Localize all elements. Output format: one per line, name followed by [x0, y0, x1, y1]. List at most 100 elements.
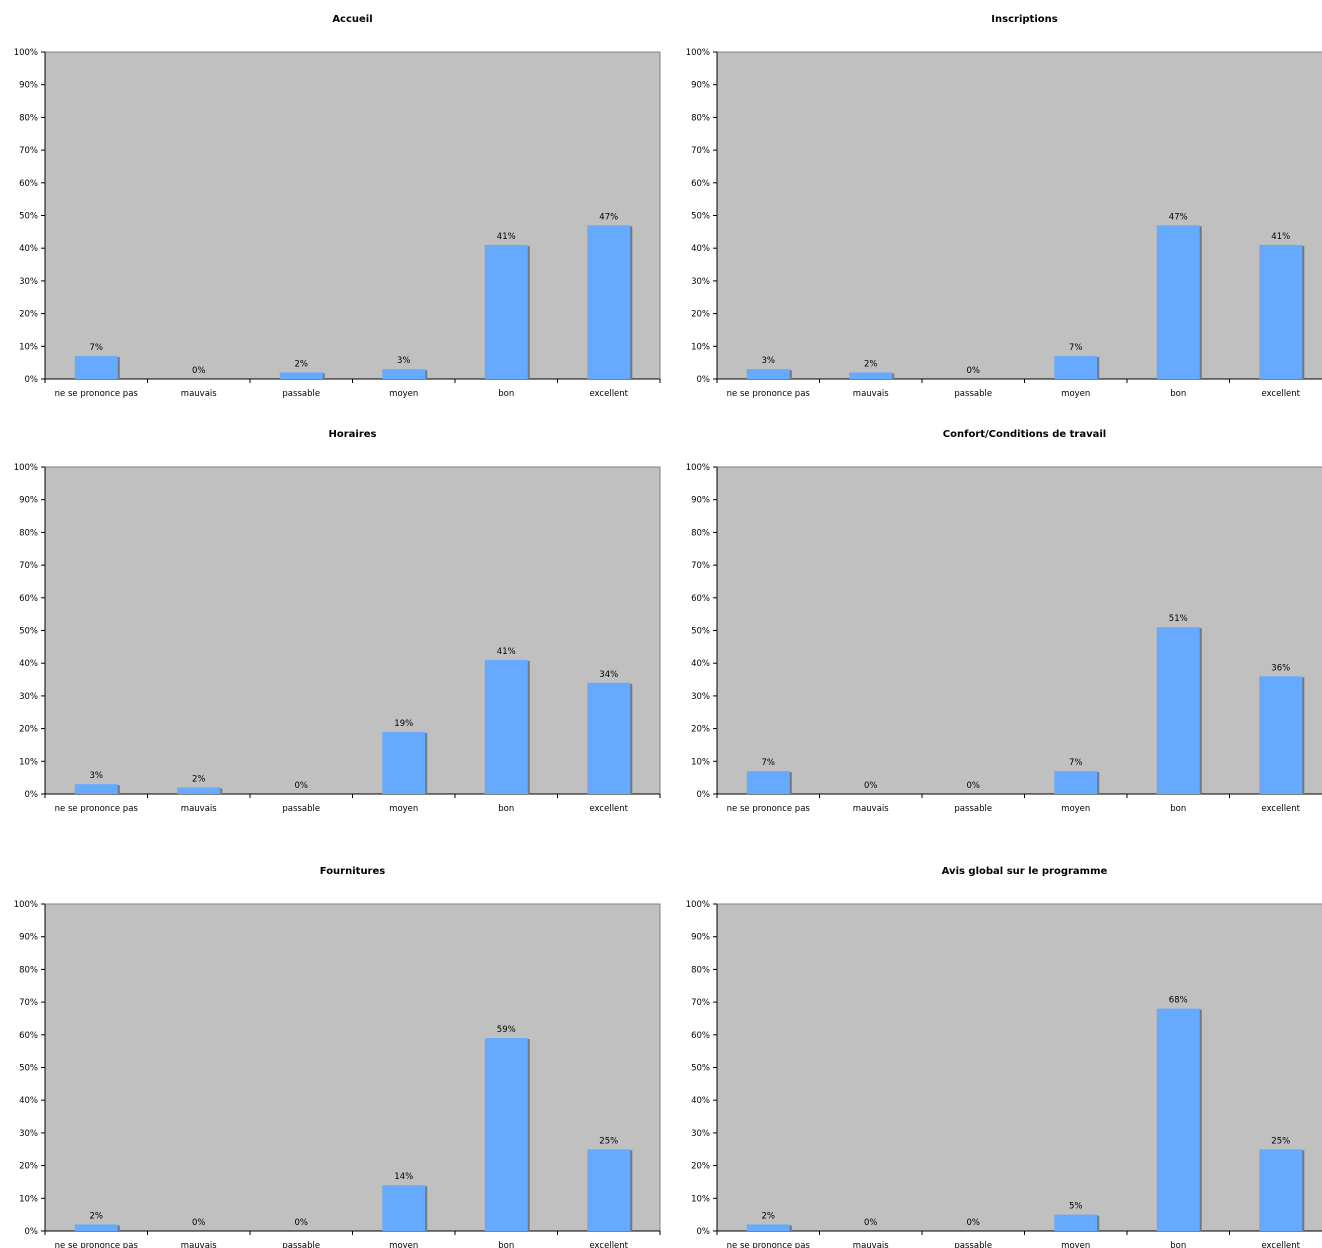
y-tick-label: 10% [691, 1194, 710, 1204]
category-label: moyen [1061, 1241, 1090, 1248]
category-label: passable [954, 804, 992, 814]
category-label: ne se prononce pas [55, 804, 139, 814]
chart-inscriptions: Inscriptions 0% 10% 20% 30% 40% 50% 60% 70% 80% 90… [672, 0, 1322, 405]
y-tick-label: 90% [19, 496, 38, 506]
y-tick-label: 20% [19, 1162, 38, 1172]
y-tick-label: 30% [19, 692, 38, 702]
y-tick-label: 10% [19, 757, 38, 767]
chart-fournitures: Fournitures 0% 10% 20% 30% 40% 50% 60% 70% 80% 90%… [0, 852, 661, 1248]
y-tick-label: 70% [691, 998, 710, 1008]
y-tick-label: 10% [19, 1194, 38, 1204]
data-label: 47% [1169, 212, 1188, 222]
chart-accueil: Accueil 0% 10% 20% 30% 40% 50% 60% 70% 80% 90% 100%… [0, 0, 661, 405]
category-label: moyen [389, 804, 418, 814]
category-label: bon [1170, 389, 1186, 399]
bar [382, 731, 426, 794]
category-label: bon [498, 1241, 514, 1248]
category-label: excellent [589, 389, 628, 399]
bar [1259, 1149, 1303, 1231]
y-tick-label: 50% [691, 1064, 710, 1074]
y-tick-label: 70% [691, 146, 710, 156]
data-label: 0% [192, 1218, 206, 1228]
data-label: 3% [397, 356, 411, 366]
data-label: 7% [1069, 758, 1083, 768]
bar [849, 372, 893, 379]
chart-title: Fournitures [320, 866, 386, 877]
y-tick-label: 0% [25, 375, 39, 385]
data-label: 36% [1271, 663, 1290, 673]
y-tick-label: 40% [691, 1096, 710, 1106]
chart-avis-global: Avis global sur le programme 0% 10% 20% 30% 4… [672, 852, 1322, 1248]
data-label: 7% [762, 758, 776, 768]
bar [587, 225, 631, 379]
y-tick-label: 40% [19, 659, 38, 669]
category-label: moyen [389, 389, 418, 399]
y-tick-label: 50% [19, 212, 38, 222]
y-tick-label: 100% [14, 48, 38, 58]
bar [1156, 1008, 1200, 1231]
y-tick-label: 60% [19, 594, 38, 604]
y-tick-label: 50% [19, 627, 38, 637]
y-tick-label: 0% [697, 790, 711, 800]
data-label: 0% [295, 1218, 309, 1228]
y-tick-label: 0% [697, 375, 711, 385]
bar [484, 1038, 528, 1231]
chart-svg: Avis global sur le programme 0% 10% 20% 30% 4… [686, 866, 1322, 1248]
data-label: 25% [1271, 1136, 1290, 1146]
data-label: 2% [864, 359, 878, 369]
plot-area [716, 903, 1322, 1232]
category-label: bon [1170, 1241, 1186, 1248]
chart-confort: Confort/Conditions de travail 0% 10% 20% 30%… [672, 415, 1322, 820]
category-label: moyen [389, 1241, 418, 1248]
category-label: ne se prononce pas [727, 1241, 811, 1248]
y-tick-label: 70% [691, 561, 710, 571]
y-tick-label: 40% [19, 244, 38, 254]
data-label: 7% [1069, 343, 1083, 353]
y-tick-label: 100% [686, 900, 710, 910]
bar [587, 682, 631, 794]
data-label: 59% [497, 1025, 516, 1035]
data-label: 0% [864, 781, 878, 791]
data-label: 41% [1271, 232, 1290, 242]
category-label: mauvais [853, 389, 889, 399]
category-label: excellent [1261, 804, 1300, 814]
bar [746, 1224, 790, 1231]
y-tick-label: 50% [19, 1064, 38, 1074]
y-tick-label: 90% [691, 496, 710, 506]
y-tick-label: 20% [691, 1162, 710, 1172]
bar [74, 356, 118, 379]
y-tick-label: 30% [691, 277, 710, 287]
y-tick-label: 40% [691, 659, 710, 669]
y-tick-label: 80% [691, 965, 710, 975]
y-tick-label: 70% [19, 146, 38, 156]
plot-area [716, 466, 1322, 795]
y-tick-label: 0% [25, 1227, 39, 1237]
bar [177, 787, 221, 794]
category-label: passable [282, 1241, 320, 1248]
y-tick-label: 100% [686, 48, 710, 58]
y-tick-label: 40% [19, 1096, 38, 1106]
category-label: passable [954, 1241, 992, 1248]
data-label: 0% [967, 366, 981, 376]
data-label: 2% [90, 1211, 104, 1221]
y-tick-label: 10% [691, 757, 710, 767]
y-tick-label: 30% [19, 1129, 38, 1139]
category-label: moyen [1061, 804, 1090, 814]
y-tick-label: 50% [691, 627, 710, 637]
data-label: 41% [497, 232, 516, 242]
y-tick-label: 10% [691, 342, 710, 352]
bar [1156, 627, 1200, 794]
bar [74, 1224, 118, 1231]
chart-title: Confort/Conditions de travail [943, 429, 1106, 440]
bar [279, 372, 323, 379]
y-tick-label: 80% [19, 965, 38, 975]
chart-horaires: Horaires 0% 10% 20% 30% 40% 50% 60% 70% 80% 90% 100… [0, 415, 661, 820]
category-label: excellent [589, 1241, 628, 1248]
y-tick-label: 90% [19, 81, 38, 91]
y-tick-label: 60% [19, 1031, 38, 1041]
bar [1054, 771, 1098, 794]
data-label: 2% [192, 774, 206, 784]
y-tick-label: 20% [19, 310, 38, 320]
y-tick-label: 60% [691, 1031, 710, 1041]
category-label: passable [282, 389, 320, 399]
